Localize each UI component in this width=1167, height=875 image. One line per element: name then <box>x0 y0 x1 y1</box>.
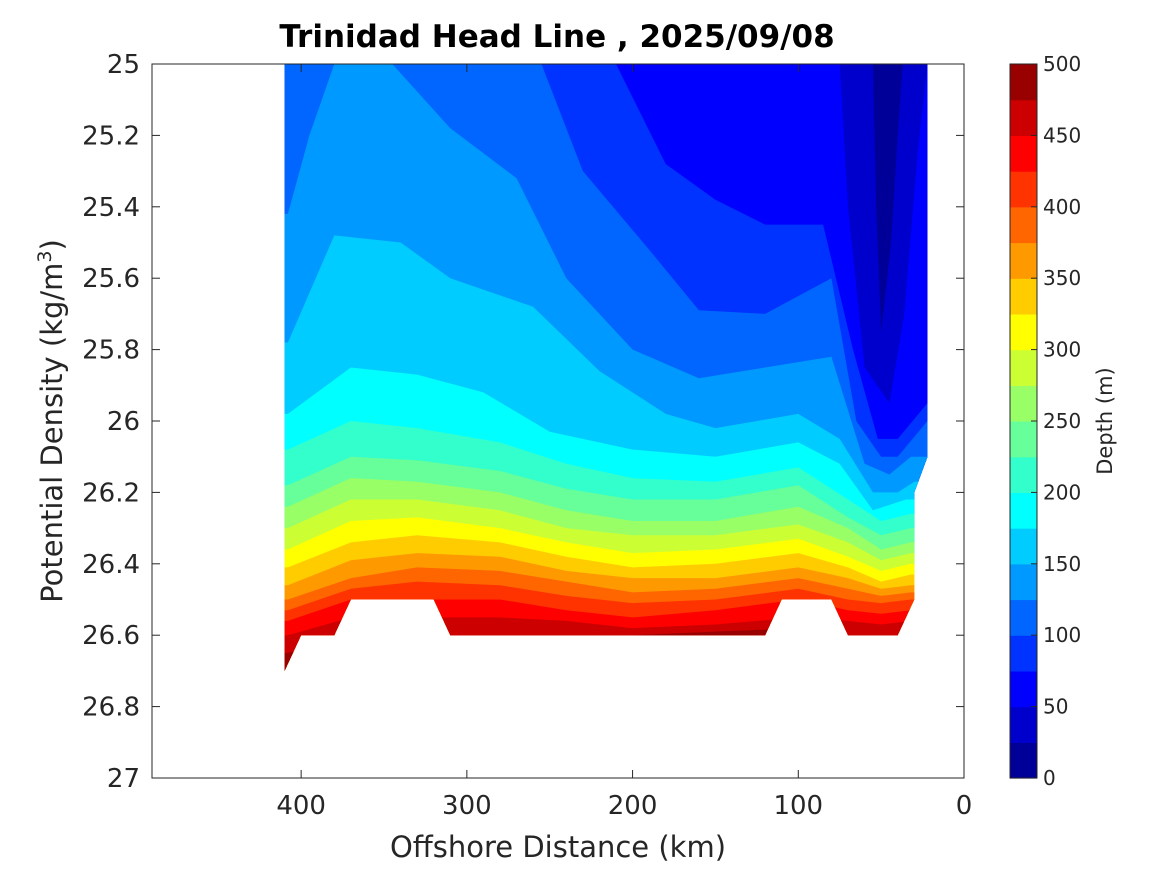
x-tick-label: 300 <box>442 791 492 821</box>
colorbar-segment <box>1010 385 1037 422</box>
colorbar-segment <box>1010 99 1037 136</box>
colorbar-tick-label: 150 <box>1043 552 1081 576</box>
colorbar-segment <box>1010 278 1037 315</box>
chart-title: Trinidad Head Line , 2025/09/08 <box>279 19 834 55</box>
x-axis-label: Offshore Distance (km) <box>390 830 726 864</box>
colorbar-ticks: 0 50 100 150 200 250 300 350 400 450 500 <box>1031 52 1081 790</box>
colorbar-tick-label: 50 <box>1043 695 1068 719</box>
y-tick-label: 26 <box>107 407 140 437</box>
y-axis-label-close: ) <box>35 239 69 250</box>
y-tick-label: 25.4 <box>82 193 140 223</box>
y-tick-label: 25.6 <box>82 264 140 294</box>
colorbar-tick-label: 350 <box>1043 266 1081 290</box>
y-tick-label: 25.2 <box>82 121 140 151</box>
y-tick-label: 25.8 <box>82 336 140 366</box>
colorbar-segment <box>1010 171 1037 208</box>
y-tick-label: 27 <box>107 764 140 794</box>
colorbar-segment <box>1010 64 1037 101</box>
colorbar-tick-label: 200 <box>1043 480 1081 504</box>
colorbar-segment <box>1010 206 1037 244</box>
y-axis-label: Potential Density (kg/m3) <box>34 239 69 603</box>
x-tick-label: 0 <box>956 791 973 821</box>
colorbar-segment <box>1010 563 1037 601</box>
colorbar-segment <box>1010 421 1037 458</box>
colorbar-segment <box>1010 635 1037 672</box>
colorbar: 0 50 100 150 200 250 300 350 400 450 500 Depth (m) <box>1009 52 1117 790</box>
plot-area: 400 300 200 100 0 25 25.2 25.4 25.6 25.8 26 26.2 26… <box>82 50 972 821</box>
x-axis-ticks: 400 300 200 100 0 <box>276 64 972 821</box>
colorbar-label: Depth (m) <box>1093 367 1117 474</box>
colorbar-segment <box>1010 492 1037 529</box>
x-tick-label: 200 <box>608 791 658 821</box>
colorbar-segment <box>1010 135 1037 172</box>
y-tick-label: 25 <box>107 50 140 80</box>
colorbar-tick-label: 400 <box>1043 195 1081 219</box>
y-axis-label-superscript: 3 <box>34 250 56 262</box>
colorbar-segment <box>1010 670 1037 708</box>
colorbar-segment <box>1010 599 1037 636</box>
colorbar-segment <box>1010 742 1037 779</box>
y-tick-label: 26.4 <box>82 550 140 580</box>
colorbar-tick-label: 100 <box>1043 623 1081 647</box>
y-axis-ticks: 25 25.2 25.4 25.6 25.8 26 26.2 26.4 26.6 26.8 27 <box>82 50 964 794</box>
y-tick-label: 26.8 <box>82 693 140 723</box>
colorbar-segment <box>1010 528 1037 565</box>
x-tick-label: 100 <box>773 791 823 821</box>
colorbar-segment <box>1010 313 1037 351</box>
colorbar-tick-label: 0 <box>1043 766 1056 790</box>
colorbar-segment <box>1010 242 1037 279</box>
y-tick-label: 26.6 <box>82 621 140 651</box>
colorbar-tick-label: 250 <box>1043 409 1081 433</box>
colorbar-segment <box>1010 349 1037 386</box>
x-tick-label: 400 <box>276 791 326 821</box>
colorbar-segments <box>1010 64 1037 779</box>
colorbar-tick-label: 450 <box>1043 123 1081 147</box>
colorbar-segment <box>1010 456 1037 493</box>
y-axis-label-text: Potential Density (kg/m <box>35 263 69 603</box>
colorbar-segment <box>1010 706 1037 743</box>
colorbar-tick-label: 300 <box>1043 338 1081 362</box>
colorbar-tick-label: 500 <box>1043 52 1081 76</box>
y-tick-label: 26.2 <box>82 478 140 508</box>
